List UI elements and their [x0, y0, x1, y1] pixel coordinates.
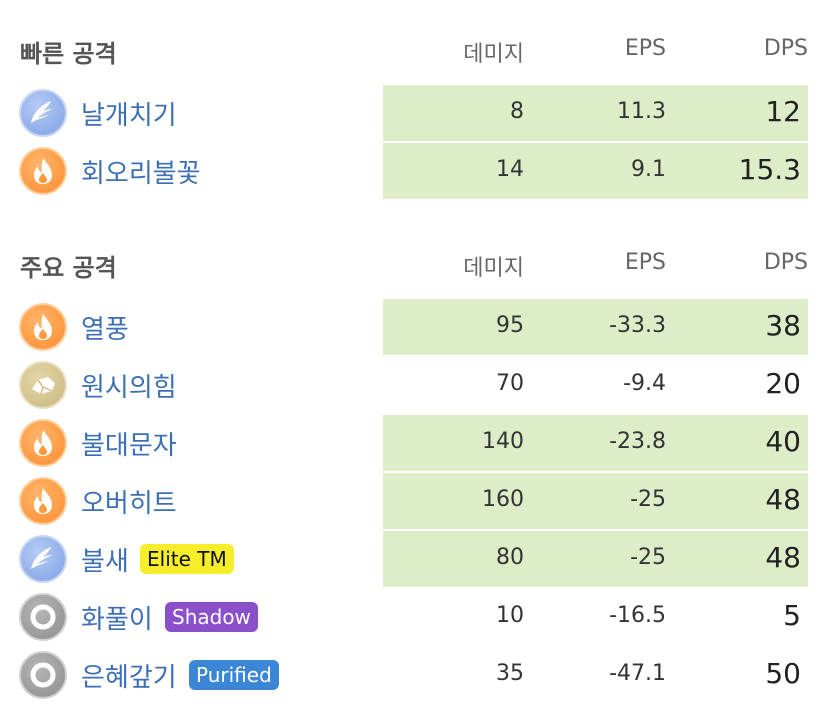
dps-value: 50	[765, 657, 801, 690]
eps-value: -23.8	[609, 429, 666, 454]
eps-value: -33.3	[609, 313, 666, 338]
fast-attacks-header: 빠른 공격 데미지 EPS DPS	[0, 30, 824, 70]
dps-value: 20	[765, 367, 801, 400]
eps-column-header: EPS	[624, 36, 666, 61]
elite-tm-badge: Elite TM	[140, 544, 234, 574]
eps-value: -25	[630, 487, 666, 512]
eps-value: -16.5	[609, 603, 666, 628]
damage-value: 160	[482, 487, 524, 512]
fire-flame-icon	[19, 477, 67, 525]
row-highlight	[383, 143, 808, 199]
fire-flame-icon	[19, 147, 67, 195]
dps-value: 38	[765, 309, 801, 342]
damage-value: 95	[496, 313, 524, 338]
row-highlight	[383, 299, 808, 355]
eps-value: -9.4	[623, 371, 666, 396]
dps-value: 15.3	[738, 153, 801, 186]
move-link-overheat[interactable]: 오버히트	[81, 489, 177, 519]
rock-icon	[19, 361, 67, 409]
fire-flame-icon	[19, 303, 67, 351]
dps-value: 40	[765, 425, 801, 458]
move-link-frustration[interactable]: 화풀이	[81, 605, 153, 635]
fire-flame-icon	[19, 419, 67, 467]
move-link-return[interactable]: 은혜갚기	[81, 663, 177, 693]
eps-value: -25	[630, 545, 666, 570]
damage-value: 80	[496, 545, 524, 570]
move-link-heat-wave[interactable]: 열풍	[81, 315, 129, 345]
dps-value: 48	[765, 541, 801, 574]
damage-value: 14	[496, 157, 524, 182]
eps-value: -47.1	[609, 661, 666, 686]
move-row-ancient-power: 원시의힘 70 -9.4 20	[0, 357, 824, 413]
row-highlight	[383, 473, 808, 529]
move-row-fire-spin: 회오리불꽃 14 9.1 15.3	[0, 143, 824, 199]
move-link-wing-attack[interactable]: 날개치기	[81, 101, 177, 131]
eps-value: 11.3	[617, 99, 666, 124]
dps-column-header: DPS	[763, 36, 808, 61]
move-link-fire-spin[interactable]: 회오리불꽃	[81, 159, 201, 189]
dps-column-header: DPS	[763, 250, 808, 275]
normal-ring-icon	[19, 593, 67, 641]
move-row-heat-wave: 열풍 95 -33.3 38	[0, 299, 824, 355]
move-link-sky-attack[interactable]: 불새	[81, 547, 129, 577]
damage-value: 35	[496, 661, 524, 686]
move-link-ancient-power[interactable]: 원시의힘	[81, 373, 177, 403]
eps-value: 9.1	[631, 157, 666, 182]
row-highlight	[383, 415, 808, 471]
damage-column-header: 데미지	[463, 256, 524, 281]
flying-wing-icon	[19, 535, 67, 583]
move-row-fire-blast: 불대문자 140 -23.8 40	[0, 415, 824, 471]
dps-value: 48	[765, 483, 801, 516]
move-row-sky-attack: 불새 Elite TM 80 -25 48	[0, 531, 824, 587]
dps-value: 12	[765, 95, 801, 128]
shadow-badge: Shadow	[165, 602, 258, 632]
purified-badge: Purified	[189, 660, 279, 690]
row-highlight	[383, 531, 808, 587]
fast-attacks-title: 빠른 공격	[20, 40, 117, 68]
damage-value: 140	[482, 429, 524, 454]
move-row-wing-attack: 날개치기 8 11.3 12	[0, 85, 824, 141]
damage-value: 10	[496, 603, 524, 628]
row-highlight	[383, 85, 808, 141]
damage-column-header: 데미지	[463, 42, 524, 67]
normal-ring-icon	[19, 651, 67, 699]
damage-value: 70	[496, 371, 524, 396]
move-link-fire-blast[interactable]: 불대문자	[81, 431, 177, 461]
move-row-overheat: 오버히트 160 -25 48	[0, 473, 824, 529]
move-row-frustration: 화풀이 Shadow 10 -16.5 5	[0, 589, 824, 645]
damage-value: 8	[510, 99, 524, 124]
dps-value: 5	[783, 599, 801, 632]
charged-attacks-title: 주요 공격	[20, 254, 117, 282]
charged-attacks-header: 주요 공격 데미지 EPS DPS	[0, 244, 824, 284]
eps-column-header: EPS	[624, 250, 666, 275]
move-row-return: 은혜갚기 Purified 35 -47.1 50	[0, 647, 824, 703]
flying-wing-icon	[19, 89, 67, 137]
